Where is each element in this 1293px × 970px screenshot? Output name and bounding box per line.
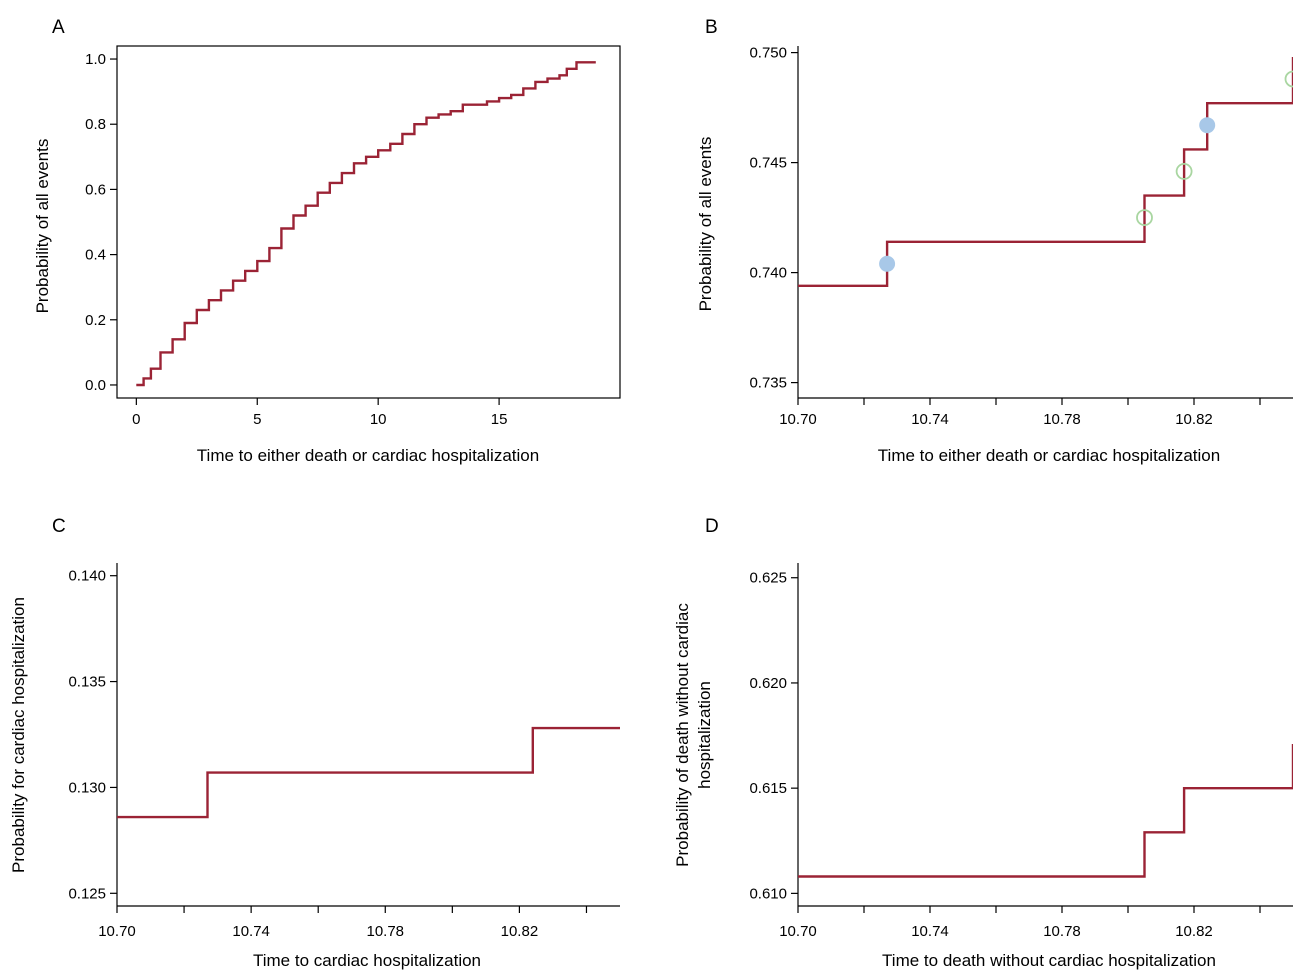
panel-c-y-tick-label: 0.125 — [68, 885, 106, 902]
panel-a-x-axis-title: Time to either death or cardiac hospital… — [197, 446, 539, 465]
panel-b-marker-open — [1136, 209, 1153, 227]
panel-b-x-tick-label: 10.70 — [779, 411, 817, 428]
panel-c-y-axis-title: Probability for cardiac hospitalization — [9, 597, 28, 873]
panel-a-x-tick-label: 15 — [491, 411, 508, 428]
panel-a-x-tick-label: 5 — [253, 411, 261, 428]
panel-d-y-tick-label: 0.615 — [749, 780, 787, 797]
panel-b-axes — [797, 46, 1293, 399]
panel-a-y-tick-label: 0.2 — [85, 312, 106, 329]
panel-b-marker-open — [1175, 162, 1193, 180]
panel-c-axes — [116, 563, 620, 907]
panel-b-x-tick-label: 10.82 — [1175, 411, 1213, 428]
panel-a: A 0.0 0.2 0.4 0.6 0.8 1.0 0 5 10 15 Time to eithe… — [33, 17, 621, 465]
panel-a-y-tick-label: 1.0 — [85, 51, 106, 68]
panel-b-y-tick-label: 0.750 — [749, 45, 787, 62]
panel-c-ticks: 0.125 0.130 0.135 0.140 10.70 10.74 10.78 10.82 — [68, 568, 588, 940]
panel-b-step-line — [798, 57, 1293, 287]
panel-d-y-tick-label: 0.620 — [749, 675, 787, 692]
panel-c-x-tick-label: 10.78 — [366, 923, 404, 940]
panel-d-y-axis-title-line-1: Probability of death without cardiac — [673, 603, 692, 867]
panel-b-marker-filled — [879, 255, 896, 272]
panel-d-x-tick-label: 10.74 — [911, 923, 949, 940]
panel-d-series — [798, 744, 1293, 878]
panel-c: C 0.125 0.130 0.135 0.140 10.70 10.74 10.78 10.… — [9, 516, 620, 970]
panel-d-y-tick-label: 0.610 — [749, 885, 787, 902]
panel-b-ticks: 0.735 0.740 0.745 0.750 10.70 10.74 10.78 10.82 — [749, 45, 1261, 428]
panel-b-letter: B — [705, 17, 718, 38]
panel-d-step-line — [798, 744, 1293, 878]
panel-c-series — [117, 726, 620, 819]
panel-d-letter: D — [705, 516, 719, 537]
panel-d-x-tick-label: 10.70 — [779, 923, 817, 940]
panel-a-y-tick-label: 0.4 — [85, 247, 106, 264]
panel-c-x-tick-label: 10.70 — [98, 923, 136, 940]
panel-d-y-tick-label: 0.625 — [749, 570, 787, 587]
panel-a-axes — [116, 45, 621, 399]
panel-c-step-line — [117, 726, 620, 819]
panel-a-y-tick-label: 0.0 — [85, 377, 106, 394]
panel-a-ticks: 0.0 0.2 0.4 0.6 0.8 1.0 0 5 10 15 — [85, 51, 507, 428]
panel-b-y-axis-title: Probability of all events — [696, 137, 715, 312]
panel-b-x-tick-label: 10.78 — [1043, 411, 1081, 428]
panel-c-x-axis-title: Time to cardiac hospitalization — [253, 951, 481, 970]
panel-c-y-tick-label: 0.140 — [68, 568, 106, 585]
panel-d: D 0.610 0.615 0.620 0.625 10.70 10.74 10.78 10.… — [673, 516, 1293, 970]
panel-a-x-tick-label: 0 — [132, 411, 140, 428]
panel-a-x-tick-label: 10 — [370, 411, 387, 428]
panel-c-y-tick-label: 0.135 — [68, 674, 106, 691]
panel-a-plot-frame — [116, 45, 621, 399]
panel-b-x-axis-title: Time to either death or cardiac hospital… — [878, 446, 1220, 465]
panel-d-x-tick-label: 10.78 — [1043, 923, 1081, 940]
panel-b-x-tick-label: 10.74 — [911, 411, 949, 428]
panel-c-letter: C — [52, 516, 66, 537]
panel-d-axes — [797, 563, 1293, 907]
panel-b: B 0.735 0.740 0.745 0.750 10.70 10.74 10.78 10.… — [696, 17, 1293, 465]
panel-a-step-line — [136, 61, 596, 387]
panel-d-ticks: 0.610 0.615 0.620 0.625 10.70 10.74 10.78 10.82 — [749, 570, 1261, 940]
panel-a-series — [136, 61, 596, 387]
panel-b-marker-filled — [1199, 117, 1216, 134]
panel-b-y-tick-label: 0.745 — [749, 155, 787, 172]
panel-b-y-tick-label: 0.740 — [749, 265, 787, 282]
panel-a-y-tick-label: 0.8 — [85, 116, 106, 133]
panel-a-y-axis-title: Probability of all events — [33, 139, 52, 314]
panel-d-y-axis-title-line-2: hospitalization — [695, 681, 714, 789]
panel-c-y-tick-label: 0.130 — [68, 779, 106, 796]
panel-d-x-axis-title: Time to death without cardiac hospitaliz… — [882, 951, 1216, 970]
panel-a-letter: A — [52, 17, 65, 38]
panel-b-y-tick-label: 0.735 — [749, 375, 787, 392]
panel-d-x-tick-label: 10.82 — [1175, 923, 1213, 940]
panel-a-y-tick-label: 0.6 — [85, 181, 106, 198]
panel-c-x-tick-label: 10.74 — [232, 923, 270, 940]
panel-c-x-tick-label: 10.82 — [501, 923, 539, 940]
panel-b-series — [798, 57, 1293, 287]
panel-b-marker-open — [1284, 70, 1293, 88]
